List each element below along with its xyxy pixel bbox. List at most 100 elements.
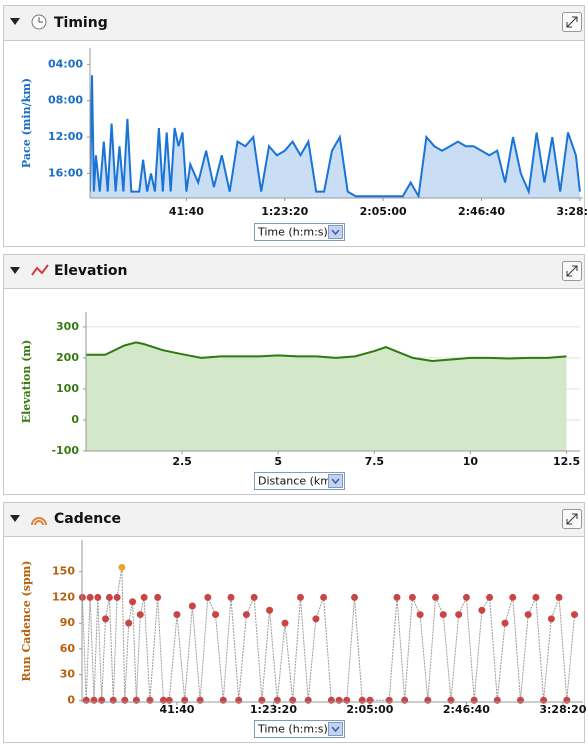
point: [408, 593, 416, 601]
collapse-toggle[interactable]: [10, 267, 20, 274]
panel-timing: Timing: [3, 5, 585, 247]
point: [366, 696, 374, 704]
collapse-toggle[interactable]: [10, 515, 20, 522]
point: [90, 696, 98, 704]
point: [109, 696, 117, 704]
dropdown-arrow: [331, 229, 340, 236]
x-tick-label: 2:05:00: [346, 703, 393, 716]
y-axis-label: Elevation (m): [20, 340, 33, 424]
point: [125, 619, 133, 627]
y-tick-label: 150: [52, 565, 75, 578]
area: [86, 342, 567, 451]
x-tick-label: 12.5: [553, 455, 580, 468]
point: [258, 696, 266, 704]
dropdown-button: [328, 225, 343, 239]
point: [351, 593, 359, 601]
point: [121, 696, 129, 704]
point: [273, 696, 281, 704]
y-tick-label: 120: [52, 590, 75, 603]
dropdown-arrow: [331, 478, 340, 485]
point: [563, 696, 571, 704]
y-tick-label: -100: [51, 444, 79, 457]
point: [146, 696, 154, 704]
point: [140, 593, 148, 601]
point: [204, 593, 212, 601]
point: [113, 593, 121, 601]
y-tick-label: 16:00: [48, 166, 83, 179]
x-tick-label: 10: [463, 455, 479, 468]
panel-header: [3, 254, 585, 289]
point: [296, 593, 304, 601]
y-tick-label: 200: [56, 351, 79, 364]
panel-header: [3, 5, 585, 41]
y-axis-label: Run Cadence (spm): [20, 561, 33, 682]
point: [181, 696, 189, 704]
point: [98, 696, 106, 704]
point: [266, 606, 274, 614]
y-tick-label: 60: [60, 642, 76, 655]
y-tick-label: 04:00: [48, 57, 83, 70]
panel-title: Timing: [54, 15, 108, 31]
point: [327, 696, 335, 704]
point: [86, 593, 94, 601]
axis-selector[interactable]: [254, 472, 345, 490]
y-tick-label: 08:00: [48, 94, 83, 107]
panel-cadence: Cadence: [3, 502, 585, 743]
line: [86, 341, 567, 363]
point: [82, 696, 90, 704]
panel-header: [3, 502, 585, 537]
y-tick-label: 30: [60, 668, 76, 681]
point: [439, 611, 447, 619]
point: [524, 611, 532, 619]
point: [516, 696, 524, 704]
dropdown-button: [328, 474, 343, 488]
x-tick-label: 5: [274, 455, 282, 468]
timing-icon: [38, 17, 43, 23]
y-tick-label: 90: [60, 616, 76, 629]
point: [432, 593, 440, 601]
point: [102, 615, 110, 623]
point: [136, 611, 144, 619]
point: [304, 696, 312, 704]
axis-selector[interactable]: [254, 223, 345, 241]
point: [470, 696, 478, 704]
line: [90, 75, 581, 198]
area: [90, 75, 580, 198]
point: [424, 696, 432, 704]
point: [555, 593, 563, 601]
point: [462, 593, 470, 601]
panel-title: Cadence: [54, 511, 121, 527]
dropdown-button: [328, 722, 343, 736]
point: [547, 615, 555, 623]
point: [219, 696, 227, 704]
y-tick-label: 0: [67, 693, 75, 706]
y-tick-label: 12:00: [48, 130, 83, 143]
point: [478, 606, 486, 614]
x-tick-label: 2:46:40: [443, 703, 490, 716]
point: [173, 611, 181, 619]
point: [401, 696, 409, 704]
collapse-toggle[interactable]: [10, 18, 20, 25]
point: [385, 696, 393, 704]
point: [242, 611, 250, 619]
point: [250, 593, 258, 601]
point: [393, 593, 401, 601]
point: [165, 696, 173, 704]
point: [493, 696, 501, 704]
expand-icon: [566, 16, 578, 28]
point: [486, 593, 494, 601]
x-tick-label: 1:23:20: [250, 703, 297, 716]
x-tick-label: 2:46:40: [458, 205, 505, 218]
cadence-icon: [31, 517, 47, 526]
axis-selector-label: Distance (km): [258, 475, 335, 488]
point: [358, 696, 366, 704]
axis-selector-label: Time (h:m:s): [257, 723, 328, 736]
point: [312, 615, 320, 623]
point: [227, 593, 235, 601]
panel-title: Elevation: [54, 263, 128, 279]
plot: [86, 326, 580, 451]
axis-selector[interactable]: [254, 720, 345, 738]
point: [447, 696, 455, 704]
point: [335, 696, 343, 704]
